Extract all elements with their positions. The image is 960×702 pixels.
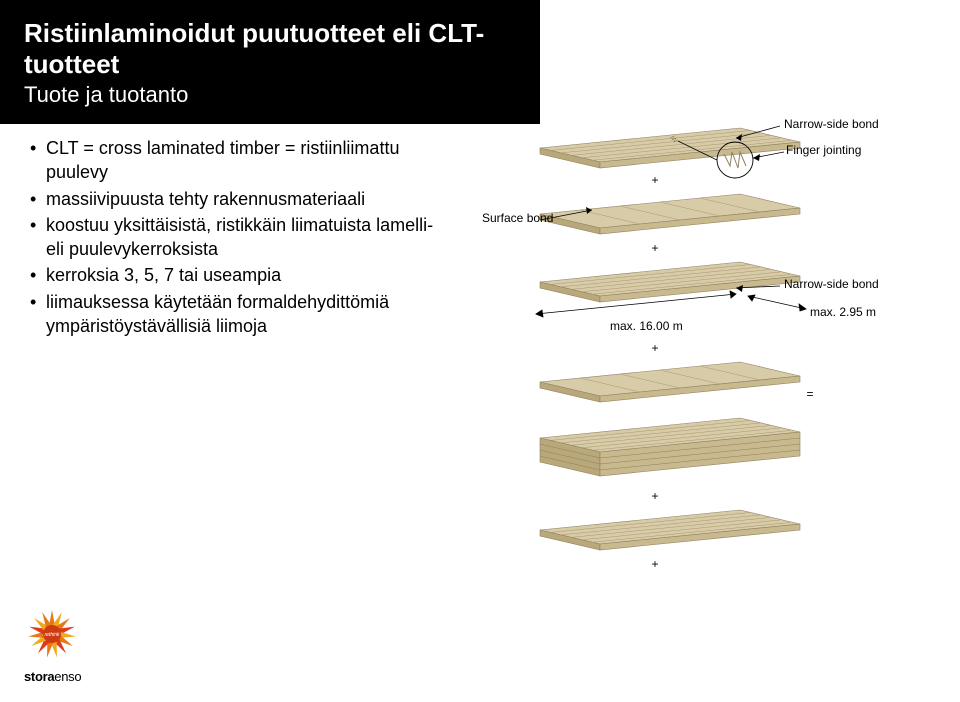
clt-diagram: Narrow-side bond Finger jointing + Surfa…: [480, 108, 940, 588]
page-subtitle: Tuote ja tuotanto: [24, 82, 516, 108]
logo-word2: enso: [54, 669, 81, 684]
slide: Ristiinlaminoidut puutuotteet eli CLT-tu…: [0, 0, 960, 702]
equals-icon: =: [806, 387, 813, 401]
logo-wordmark: storaenso: [24, 669, 81, 684]
brand-logo: rethink storaenso: [24, 606, 81, 684]
plus-icon: +: [651, 241, 658, 255]
label-narrow-side-top: Narrow-side bond: [784, 117, 879, 131]
list-item: liimauksessa käytetään formaldehydittömi…: [30, 290, 440, 339]
plus-icon: +: [651, 557, 658, 571]
page-title: Ristiinlaminoidut puutuotteet eli CLT-tu…: [24, 18, 516, 80]
label-max-width: max. 2.95 m: [810, 305, 876, 319]
label-narrow-side-mid: Narrow-side bond: [784, 277, 879, 291]
list-item: CLT = cross laminated timber = ristiinli…: [30, 136, 440, 185]
sunburst-icon: rethink: [24, 606, 80, 662]
header-box: Ristiinlaminoidut puutuotteet eli CLT-tu…: [0, 0, 540, 124]
list-item: massiivipuusta tehty rakennusmateriaali: [30, 187, 440, 211]
plus-icon: +: [651, 173, 658, 187]
label-surface-bond: Surface bond: [482, 211, 553, 225]
list-item: koostuu yksittäisistä, ristikkäin liimat…: [30, 213, 440, 262]
list-item: kerroksia 3, 5, 7 tai useampia: [30, 263, 440, 287]
bullet-list: CLT = cross laminated timber = ristiinli…: [30, 136, 440, 340]
logo-word1: stora: [24, 669, 54, 684]
label-max-length: max. 16.00 m: [610, 319, 683, 333]
label-finger-jointing: Finger jointing: [786, 143, 861, 157]
plus-icon: +: [651, 341, 658, 355]
logo-tag: rethink: [44, 632, 60, 638]
plus-icon: +: [651, 489, 658, 503]
